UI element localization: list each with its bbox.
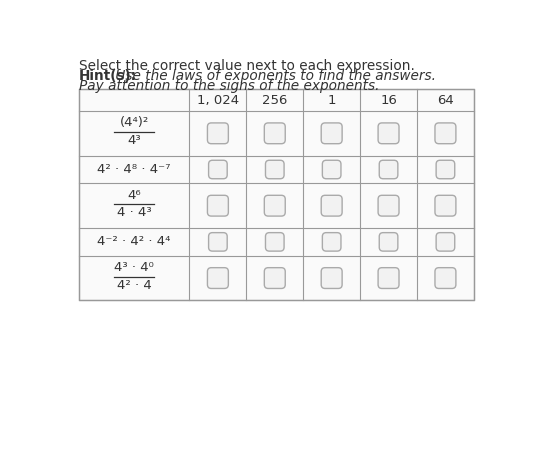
FancyBboxPatch shape <box>435 123 456 144</box>
FancyBboxPatch shape <box>264 195 285 216</box>
Text: 4⁶: 4⁶ <box>127 189 141 202</box>
Text: 1: 1 <box>327 94 336 107</box>
FancyBboxPatch shape <box>322 160 341 179</box>
FancyBboxPatch shape <box>209 160 227 179</box>
Text: 4³: 4³ <box>127 134 141 147</box>
Text: 1, 024: 1, 024 <box>197 94 239 107</box>
Text: (4⁴)²: (4⁴)² <box>120 117 148 130</box>
FancyBboxPatch shape <box>435 195 456 216</box>
Text: 4 · 4³: 4 · 4³ <box>117 207 151 220</box>
FancyBboxPatch shape <box>379 233 398 251</box>
Text: Pay attention to the signs of the exponents.: Pay attention to the signs of the expone… <box>79 79 379 94</box>
FancyBboxPatch shape <box>207 195 228 216</box>
Text: 4² · 4: 4² · 4 <box>117 279 151 292</box>
FancyBboxPatch shape <box>321 268 342 288</box>
Text: 4³ · 4⁰: 4³ · 4⁰ <box>114 261 154 274</box>
FancyBboxPatch shape <box>436 160 455 179</box>
FancyBboxPatch shape <box>435 268 456 288</box>
FancyBboxPatch shape <box>207 268 228 288</box>
FancyBboxPatch shape <box>209 233 227 251</box>
FancyBboxPatch shape <box>265 160 284 179</box>
FancyBboxPatch shape <box>378 195 399 216</box>
Text: 64: 64 <box>437 94 454 107</box>
FancyBboxPatch shape <box>264 268 285 288</box>
Text: 256: 256 <box>262 94 287 107</box>
FancyBboxPatch shape <box>207 123 228 144</box>
FancyBboxPatch shape <box>378 268 399 288</box>
FancyBboxPatch shape <box>321 123 342 144</box>
Text: 4⁻² · 4² · 4⁴: 4⁻² · 4² · 4⁴ <box>98 235 171 248</box>
FancyBboxPatch shape <box>265 233 284 251</box>
Text: Use the laws of exponents to find the answers.: Use the laws of exponents to find the an… <box>111 69 436 83</box>
FancyBboxPatch shape <box>379 160 398 179</box>
Bar <box>79 90 474 301</box>
Text: 16: 16 <box>380 94 397 107</box>
FancyBboxPatch shape <box>264 123 285 144</box>
Text: Select the correct value next to each expression.: Select the correct value next to each ex… <box>79 59 414 73</box>
Text: 4² · 4⁸ · 4⁻⁷: 4² · 4⁸ · 4⁻⁷ <box>98 163 171 176</box>
Text: Hint(s):: Hint(s): <box>79 69 137 83</box>
FancyBboxPatch shape <box>321 195 342 216</box>
FancyBboxPatch shape <box>436 233 455 251</box>
FancyBboxPatch shape <box>378 123 399 144</box>
FancyBboxPatch shape <box>322 233 341 251</box>
